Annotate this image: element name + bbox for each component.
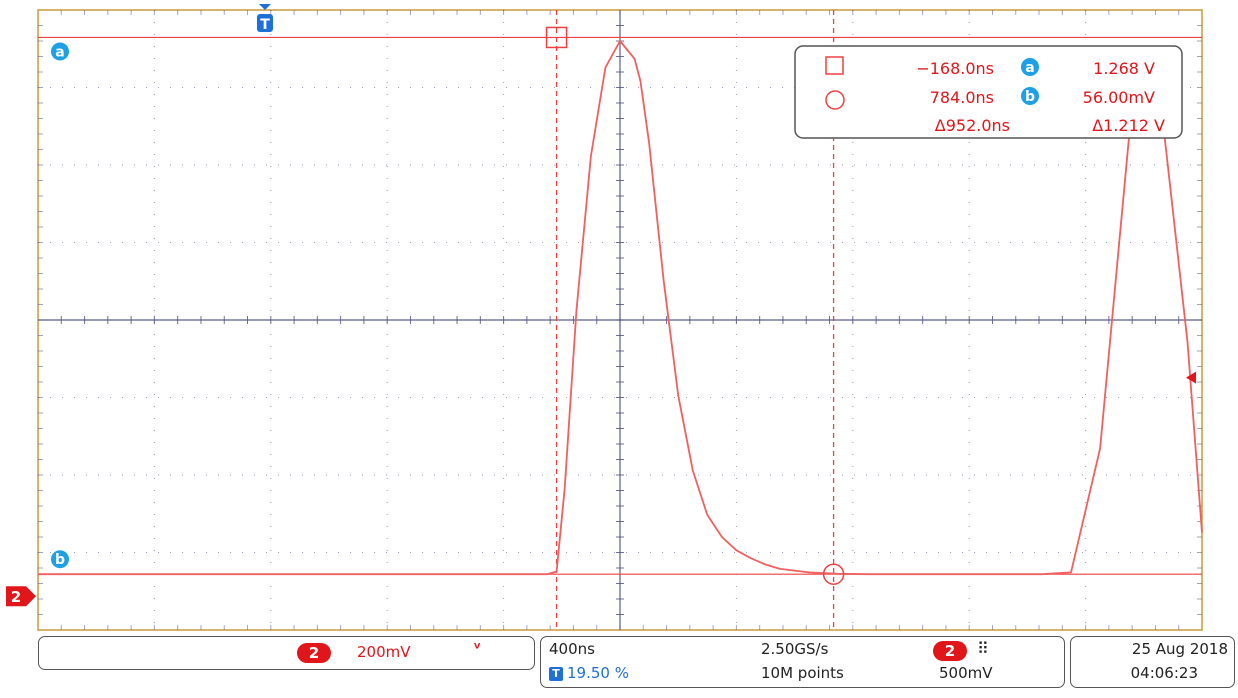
readout-badge-b — [1021, 87, 1039, 105]
cursor2-circle-marker — [822, 563, 845, 585]
cursor-b-badge — [51, 550, 69, 569]
trigger-t-marker — [256, 14, 273, 32]
channel-2-ground-marker — [6, 586, 36, 607]
cursor-a-badge — [51, 42, 69, 61]
channel-2-badge: 2 — [297, 643, 331, 663]
readout-frame — [794, 45, 1183, 139]
channel-2-trace — [38, 40, 1203, 576]
trigger-level: 500mV — [939, 664, 993, 682]
delta-voltage: Δ1.212 V — [1092, 116, 1165, 135]
cursor2-circle-icon — [825, 90, 845, 110]
cursor-readout: −168.0ns 784.0ns Δ952.0ns a b 1.268 V 56… — [794, 45, 1183, 139]
trigger-t-label: T — [260, 17, 270, 33]
cursor-a-voltage: 1.268 V — [1093, 59, 1155, 78]
cursor2-time: 784.0ns — [930, 88, 994, 107]
date: 25 Aug 2018 — [1131, 640, 1228, 658]
channel-scale: 200mV — [357, 643, 411, 661]
channel-2-ground-label: 2 — [11, 588, 21, 606]
cursor1-square-marker — [545, 26, 568, 49]
record-length: 10M points — [761, 664, 844, 682]
horizontal-status-box[interactable]: 400ns T 19.50 % 2.50GS/s 10M points 2 ⠿ 5… — [540, 636, 1065, 688]
time: 04:06:23 — [1130, 664, 1198, 682]
cursor-b-badge-label: b — [55, 552, 65, 568]
trigger-level-arrow-icon — [1186, 371, 1196, 384]
sample-rate: 2.50GS/s — [761, 640, 829, 658]
cursor-b-voltage: 56.00mV — [1083, 88, 1155, 107]
trigger-position-value: 19.50 % — [567, 664, 629, 682]
datetime-box[interactable]: 25 Aug 2018 04:06:23 — [1070, 636, 1235, 688]
readout-badge-b-label: b — [1025, 89, 1035, 105]
readout-badge-a-label: a — [1025, 60, 1034, 76]
rising-edge-icon: ⠿ — [977, 639, 989, 658]
trigger-arrow-icon — [258, 4, 271, 10]
timebase: 400ns — [549, 640, 595, 658]
trigger-position: T 19.50 % — [549, 664, 629, 682]
delta-time: Δ952.0ns — [935, 116, 1010, 135]
bandwidth-limit-icon: ⱽ — [474, 642, 481, 657]
readout-badge-a — [1021, 58, 1039, 76]
cursor1-square-icon — [825, 56, 844, 75]
graticule — [38, 10, 1202, 630]
cursor1-time: −168.0ns — [916, 59, 994, 78]
cursor-a-badge-label: a — [55, 44, 64, 60]
trigger-t-icon: T — [549, 667, 563, 681]
trigger-channel-badge: 2 — [933, 641, 967, 661]
channel-status-box[interactable]: 2 200mV ⱽ — [38, 636, 535, 670]
